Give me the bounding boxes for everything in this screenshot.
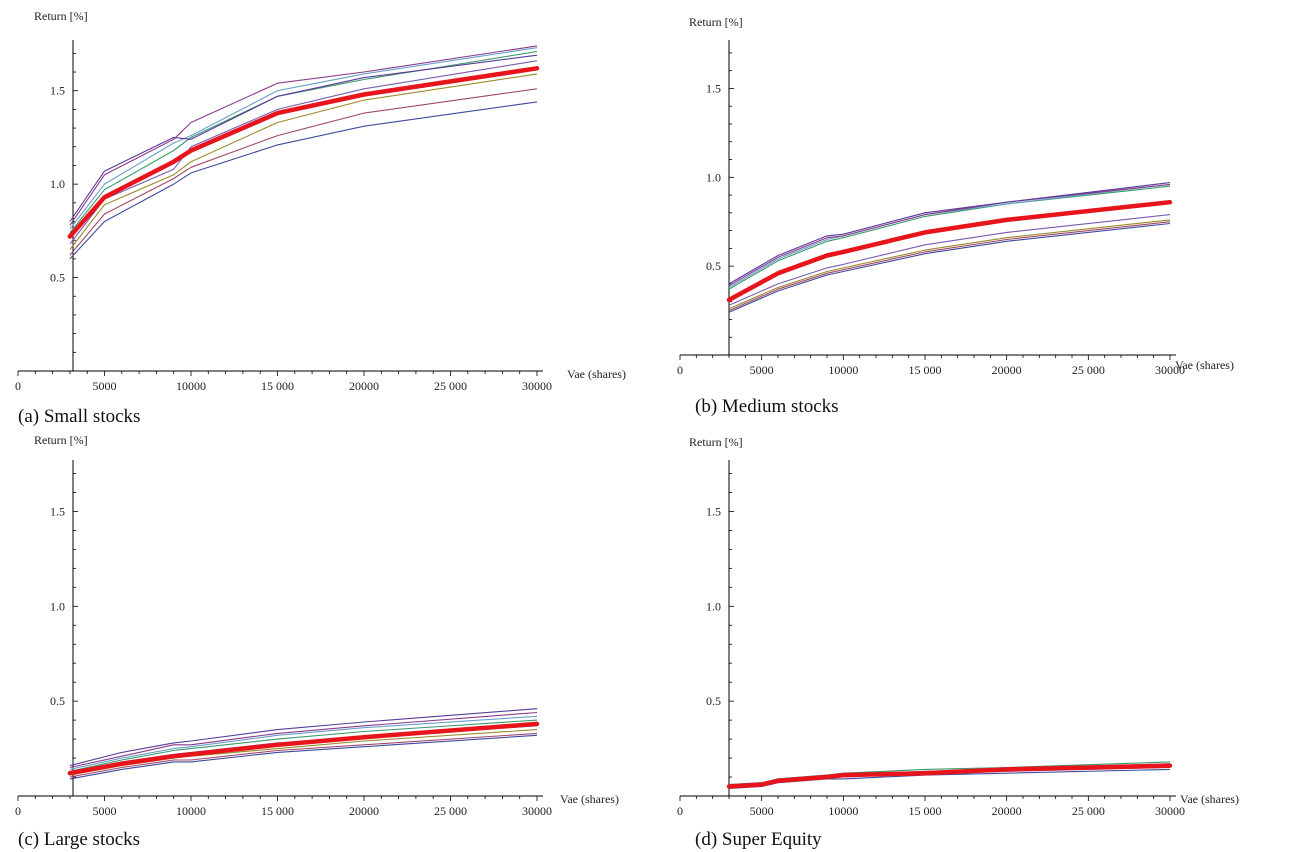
x-tick-label: 25 000 bbox=[1072, 363, 1105, 377]
series-line-3 bbox=[69, 73, 538, 250]
x-tick-label: 25 000 bbox=[1072, 804, 1105, 818]
chart-panel-2: 0 5000 10000 15 000 20000 25 000 30000 0.5 1.0 1.… bbox=[677, 15, 1234, 417]
series-line-5 bbox=[69, 50, 538, 234]
series-line-6 bbox=[728, 183, 1171, 288]
highlight-series-line bbox=[67, 66, 540, 239]
x-tick-label: 0 bbox=[15, 379, 21, 393]
x-tick-label: 10000 bbox=[828, 363, 858, 377]
y-axis-label: Return [%] bbox=[34, 9, 88, 23]
series-line-2 bbox=[728, 221, 1171, 312]
series-line-5 bbox=[69, 719, 538, 772]
x-tick-label: 15 000 bbox=[261, 804, 294, 818]
x-tick-label: 10000 bbox=[176, 804, 206, 818]
chart-panel-1: 0 5000 10000 15 000 20000 25 000 30000 0.5 1.0 1.… bbox=[15, 9, 626, 427]
series-line-7 bbox=[69, 45, 538, 226]
series-line-6 bbox=[69, 47, 538, 230]
x-tick-label: 15 000 bbox=[909, 804, 942, 818]
highlight-series-line bbox=[726, 199, 1173, 303]
series-line-2 bbox=[69, 88, 538, 256]
x-tick-label: 30000 bbox=[522, 804, 552, 818]
x-axis-label: Vae (shares) bbox=[1175, 358, 1234, 372]
x-tick-label: 20000 bbox=[349, 379, 379, 393]
series-line-2 bbox=[69, 732, 538, 778]
highlight-series-line bbox=[67, 721, 540, 776]
series-line-8 bbox=[69, 708, 538, 767]
x-tick-label: 15 000 bbox=[909, 363, 942, 377]
series-line-4 bbox=[728, 214, 1171, 306]
x-tick-label: 5000 bbox=[750, 363, 774, 377]
x-tick-label: 30000 bbox=[522, 379, 552, 393]
y-axis-label: Return [%] bbox=[689, 15, 743, 29]
x-tick-label: 20000 bbox=[992, 804, 1022, 818]
x-tick-label: 10000 bbox=[828, 804, 858, 818]
x-tick-label: 5000 bbox=[93, 379, 117, 393]
y-tick-label: 1.0 bbox=[706, 170, 721, 184]
x-tick-label: 0 bbox=[677, 804, 683, 818]
panel-caption: (a) Small stocks bbox=[18, 406, 140, 427]
panel-caption: (d) Super Equity bbox=[695, 829, 822, 850]
y-tick-label: 0.5 bbox=[706, 259, 721, 273]
x-tick-label: 5000 bbox=[93, 804, 117, 818]
series-line-7 bbox=[69, 711, 538, 769]
series-line-8 bbox=[728, 182, 1171, 285]
x-tick-label: 15 000 bbox=[261, 379, 294, 393]
series-line-5 bbox=[728, 185, 1171, 290]
y-tick-label: 1.0 bbox=[706, 599, 721, 613]
chart-panel-4: 0 5000 10000 15 000 20000 25 000 30000 0.5 1.0 1.… bbox=[677, 435, 1239, 850]
x-tick-label: 25 000 bbox=[434, 804, 467, 818]
x-tick-label: 25 000 bbox=[434, 379, 467, 393]
x-axis-label: Vae (shares) bbox=[560, 792, 619, 806]
chart-panel-3: 0 5000 10000 15 000 20000 25 000 30000 0.5 1.0 1.… bbox=[15, 433, 619, 850]
x-tick-label: 20000 bbox=[992, 363, 1022, 377]
highlight-series-line bbox=[726, 763, 1173, 789]
x-tick-label: 30000 bbox=[1155, 363, 1185, 377]
x-axis-label: Vae (shares) bbox=[567, 367, 626, 381]
x-tick-label: 0 bbox=[15, 804, 21, 818]
x-tick-label: 20000 bbox=[349, 804, 379, 818]
y-tick-label: 0.5 bbox=[50, 271, 65, 285]
y-tick-label: 1.0 bbox=[50, 599, 65, 613]
y-axis-label: Return [%] bbox=[34, 433, 88, 447]
y-tick-label: 0.5 bbox=[706, 694, 721, 708]
series-line-3 bbox=[728, 219, 1171, 310]
series-line-7 bbox=[728, 183, 1171, 287]
y-tick-label: 1.5 bbox=[50, 84, 65, 98]
panel-caption: (b) Medium stocks bbox=[695, 396, 839, 417]
series-line-4 bbox=[69, 60, 538, 245]
y-tick-label: 1.5 bbox=[706, 81, 721, 95]
x-tick-label: 30000 bbox=[1155, 804, 1185, 818]
y-tick-label: 1.5 bbox=[50, 504, 65, 518]
series-line-1 bbox=[69, 101, 538, 260]
series-line-8 bbox=[69, 54, 538, 222]
y-axis-label: Return [%] bbox=[689, 435, 743, 449]
panel-caption: (c) Large stocks bbox=[18, 829, 140, 850]
x-tick-label: 10000 bbox=[176, 379, 206, 393]
series-line-1 bbox=[728, 222, 1171, 313]
x-axis-label: Vae (shares) bbox=[1180, 792, 1239, 806]
series-line-6 bbox=[69, 715, 538, 770]
y-tick-label: 1.0 bbox=[50, 177, 65, 191]
x-tick-label: 0 bbox=[677, 363, 683, 377]
y-tick-label: 1.5 bbox=[706, 504, 721, 518]
x-tick-label: 5000 bbox=[750, 804, 774, 818]
y-tick-label: 0.5 bbox=[50, 694, 65, 708]
series-line-1 bbox=[69, 734, 538, 780]
